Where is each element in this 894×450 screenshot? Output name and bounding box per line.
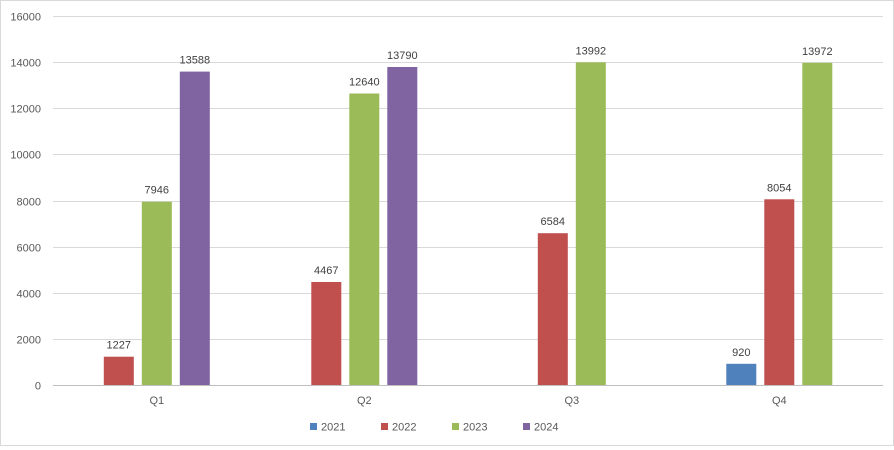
x-tick-label: Q1 bbox=[149, 395, 164, 407]
data-label-2023-Q4: 13972 bbox=[802, 46, 833, 58]
legend-label-2022: 2022 bbox=[392, 422, 416, 434]
bar-2024-Q2 bbox=[387, 67, 418, 385]
x-tick-label: Q4 bbox=[772, 395, 787, 407]
x-axis-ticks: Q1 Q2 Q3 Q4 bbox=[149, 395, 786, 407]
legend-label-2024: 2024 bbox=[534, 422, 558, 434]
y-tick-label: 6000 bbox=[17, 243, 41, 255]
data-labels: 1227 7946 13588 4467 12640 13790 6584 13992 920 8… bbox=[107, 45, 833, 359]
legend-label-2021: 2021 bbox=[321, 422, 345, 434]
data-label-2024-Q1: 13588 bbox=[180, 55, 211, 67]
y-tick-label: 10000 bbox=[10, 150, 41, 162]
y-tick-label: 12000 bbox=[10, 104, 41, 116]
data-label-2024-Q2: 13790 bbox=[387, 50, 418, 62]
gridlines bbox=[53, 16, 883, 386]
bar-2023-Q4 bbox=[802, 62, 833, 386]
data-label-2023-Q3: 13992 bbox=[576, 45, 607, 57]
bar-2024-Q1 bbox=[179, 71, 210, 385]
y-axis-ticks: 0 2000 4000 6000 8000 10000 12000 14000 16000 bbox=[10, 12, 41, 393]
data-label-2022-Q1: 1227 bbox=[107, 340, 131, 352]
data-label-2023-Q2: 12640 bbox=[349, 77, 380, 89]
bar-2022-Q3 bbox=[537, 233, 568, 385]
x-tick-label: Q2 bbox=[357, 395, 372, 407]
legend-swatch-2023 bbox=[452, 423, 459, 430]
data-label-2022-Q2: 4467 bbox=[314, 265, 338, 277]
bar-2023-Q2 bbox=[349, 93, 380, 385]
legend-swatch-2022 bbox=[381, 423, 388, 430]
y-tick-label: 8000 bbox=[17, 197, 41, 209]
legend-swatch-2024 bbox=[523, 423, 530, 430]
y-tick-label: 14000 bbox=[10, 58, 41, 70]
bar-2022-Q2 bbox=[311, 282, 342, 385]
bars bbox=[103, 62, 833, 386]
bar-2023-Q1 bbox=[141, 201, 172, 385]
legend: 2021 2022 2023 2024 bbox=[310, 422, 558, 434]
bar-2021-Q4 bbox=[726, 363, 757, 385]
data-label-2023-Q1: 7946 bbox=[145, 185, 169, 197]
bar-2023-Q3 bbox=[575, 62, 606, 386]
bar-2022-Q4 bbox=[764, 199, 795, 385]
y-tick-label: 0 bbox=[35, 381, 41, 393]
y-tick-label: 2000 bbox=[17, 335, 41, 347]
x-tick-label: Q3 bbox=[564, 395, 579, 407]
data-label-2021-Q4: 920 bbox=[732, 347, 750, 359]
data-label-2022-Q3: 6584 bbox=[541, 216, 565, 228]
legend-label-2023: 2023 bbox=[463, 422, 487, 434]
y-tick-label: 16000 bbox=[10, 12, 41, 24]
data-label-2022-Q4: 8054 bbox=[767, 182, 791, 194]
y-tick-label: 4000 bbox=[17, 289, 41, 301]
legend-swatch-2021 bbox=[310, 423, 317, 430]
bar-2022-Q1 bbox=[103, 356, 134, 385]
